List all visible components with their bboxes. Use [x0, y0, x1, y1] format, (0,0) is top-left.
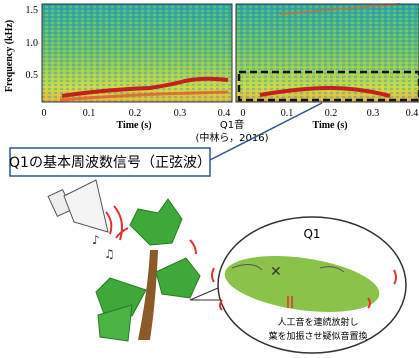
inset-text: 人工音を連続放射し: [277, 316, 358, 328]
x-tick-label: 0.1: [281, 108, 294, 119]
y-tick-label: 0.5: [26, 70, 39, 81]
x-tick-label: 0.2: [129, 108, 142, 119]
callout-text: Q1の基本周波数信号（正弦波）: [9, 154, 211, 171]
callout-line: [209, 102, 323, 161]
y-axis-label: Frequency (kHz): [4, 20, 15, 92]
x-tick-label: 0.3: [174, 108, 187, 119]
y-tick-label: 1.5: [26, 5, 39, 16]
caption-source: (中林ら，2016): [196, 131, 269, 144]
svg-text:♫: ♫: [104, 247, 115, 261]
plant-illustration: [95, 198, 201, 342]
x-tick-label: 0.4: [218, 108, 231, 119]
x-axis-label: Time (s): [312, 120, 347, 131]
inset-title: Q1: [303, 227, 320, 241]
caption-title: Q1音: [220, 118, 244, 131]
y-tick-label: 1.0: [26, 38, 39, 49]
x-tick-label: 0.2: [325, 108, 338, 119]
inset-bubble: ✕: [189, 216, 407, 354]
svg-text:✕: ✕: [270, 264, 282, 280]
svg-text:♪: ♪: [92, 233, 100, 247]
x-tick-label: 0: [42, 108, 47, 119]
spectrogram-right: [235, 3, 419, 103]
x-tick-label: 0.4: [406, 108, 419, 119]
x-axis-label: Time (s): [116, 120, 151, 131]
callout-box: [9, 147, 211, 177]
x-tick-label: 0: [241, 108, 246, 119]
spectrogram-left: [41, 3, 233, 103]
inset-text: 葉を加振させ疑似音置換: [268, 330, 367, 342]
x-tick-label: 0.3: [367, 108, 380, 119]
x-tick-label: 0.1: [83, 108, 96, 119]
speaker-icon: ♪ ♫: [47, 179, 123, 261]
